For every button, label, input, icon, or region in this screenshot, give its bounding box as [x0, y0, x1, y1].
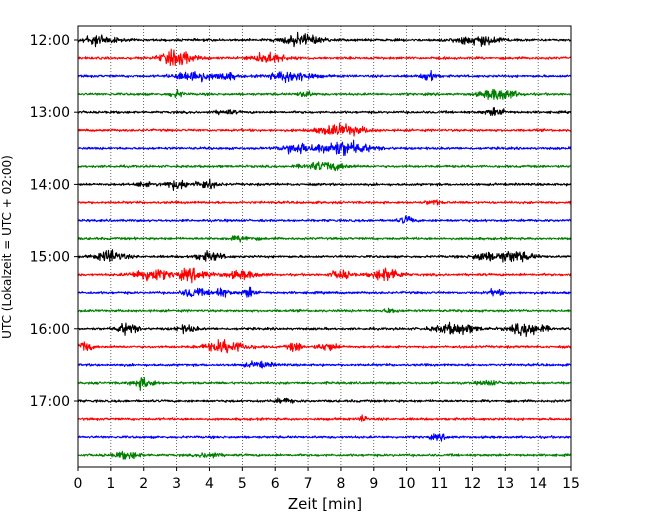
x-tick-label: 14 — [529, 476, 547, 492]
x-tick-label: 1 — [106, 476, 115, 492]
trace-row — [77, 249, 572, 263]
trace-row — [77, 321, 572, 338]
plot-frame — [77, 25, 572, 468]
x-tick-label: 2 — [139, 476, 148, 492]
trace-row — [77, 450, 572, 460]
trace-row — [77, 215, 572, 224]
trace-row — [77, 377, 572, 392]
trace-row — [77, 199, 572, 206]
x-tick-label: 13 — [496, 476, 514, 492]
y-tick-label: 17:00 — [30, 394, 70, 410]
trace-row — [77, 307, 572, 314]
x-tick-label: 7 — [304, 476, 313, 492]
y-ticks: 12:00 13:00 14:00 15:00 16:00 17:00 — [30, 33, 78, 410]
trace-row — [77, 360, 572, 369]
x-tick-label: 10 — [398, 476, 416, 492]
trace-row — [77, 178, 572, 191]
x-ticks: 0 1 2 3 4 5 6 7 8 9 10 11 12 13 14 15 — [74, 467, 580, 492]
trace-row — [77, 414, 572, 422]
trace-row — [77, 397, 572, 404]
x-tick-label: 9 — [369, 476, 378, 492]
trace-row — [77, 48, 572, 67]
y-axis-label: UTC (Lokalzeit = UTC + 02:00) — [0, 155, 14, 339]
trace-row — [77, 161, 572, 172]
x-tick-label: 12 — [463, 476, 481, 492]
x-tick-label: 4 — [205, 476, 214, 492]
trace-row — [77, 88, 572, 100]
trace-row — [77, 122, 572, 137]
trace-row — [77, 338, 572, 354]
x-tick-label: 5 — [238, 476, 247, 492]
trace-row — [77, 31, 572, 48]
trace-row — [77, 235, 572, 243]
y-tick-label: 16:00 — [30, 322, 70, 338]
y-tick-label: 13:00 — [30, 105, 70, 121]
trace-row — [77, 139, 572, 157]
trace-row — [77, 267, 572, 284]
y-tick-label: 14:00 — [30, 177, 70, 193]
trace-row — [77, 286, 572, 298]
y-tick-label: 12:00 — [30, 33, 70, 49]
x-axis-label: Zeit [min] — [288, 495, 362, 513]
x-tick-label: 15 — [562, 476, 580, 492]
x-tick-label: 11 — [431, 476, 449, 492]
trace-row — [77, 107, 572, 117]
x-tick-label: 0 — [74, 476, 83, 492]
x-tick-label: 3 — [172, 476, 181, 492]
x-tick-label: 8 — [336, 476, 345, 492]
traces — [77, 31, 572, 460]
trace-row — [77, 70, 572, 84]
trace-row — [77, 433, 572, 442]
x-tick-label: 6 — [271, 476, 280, 492]
y-tick-label: 15:00 — [30, 250, 70, 266]
